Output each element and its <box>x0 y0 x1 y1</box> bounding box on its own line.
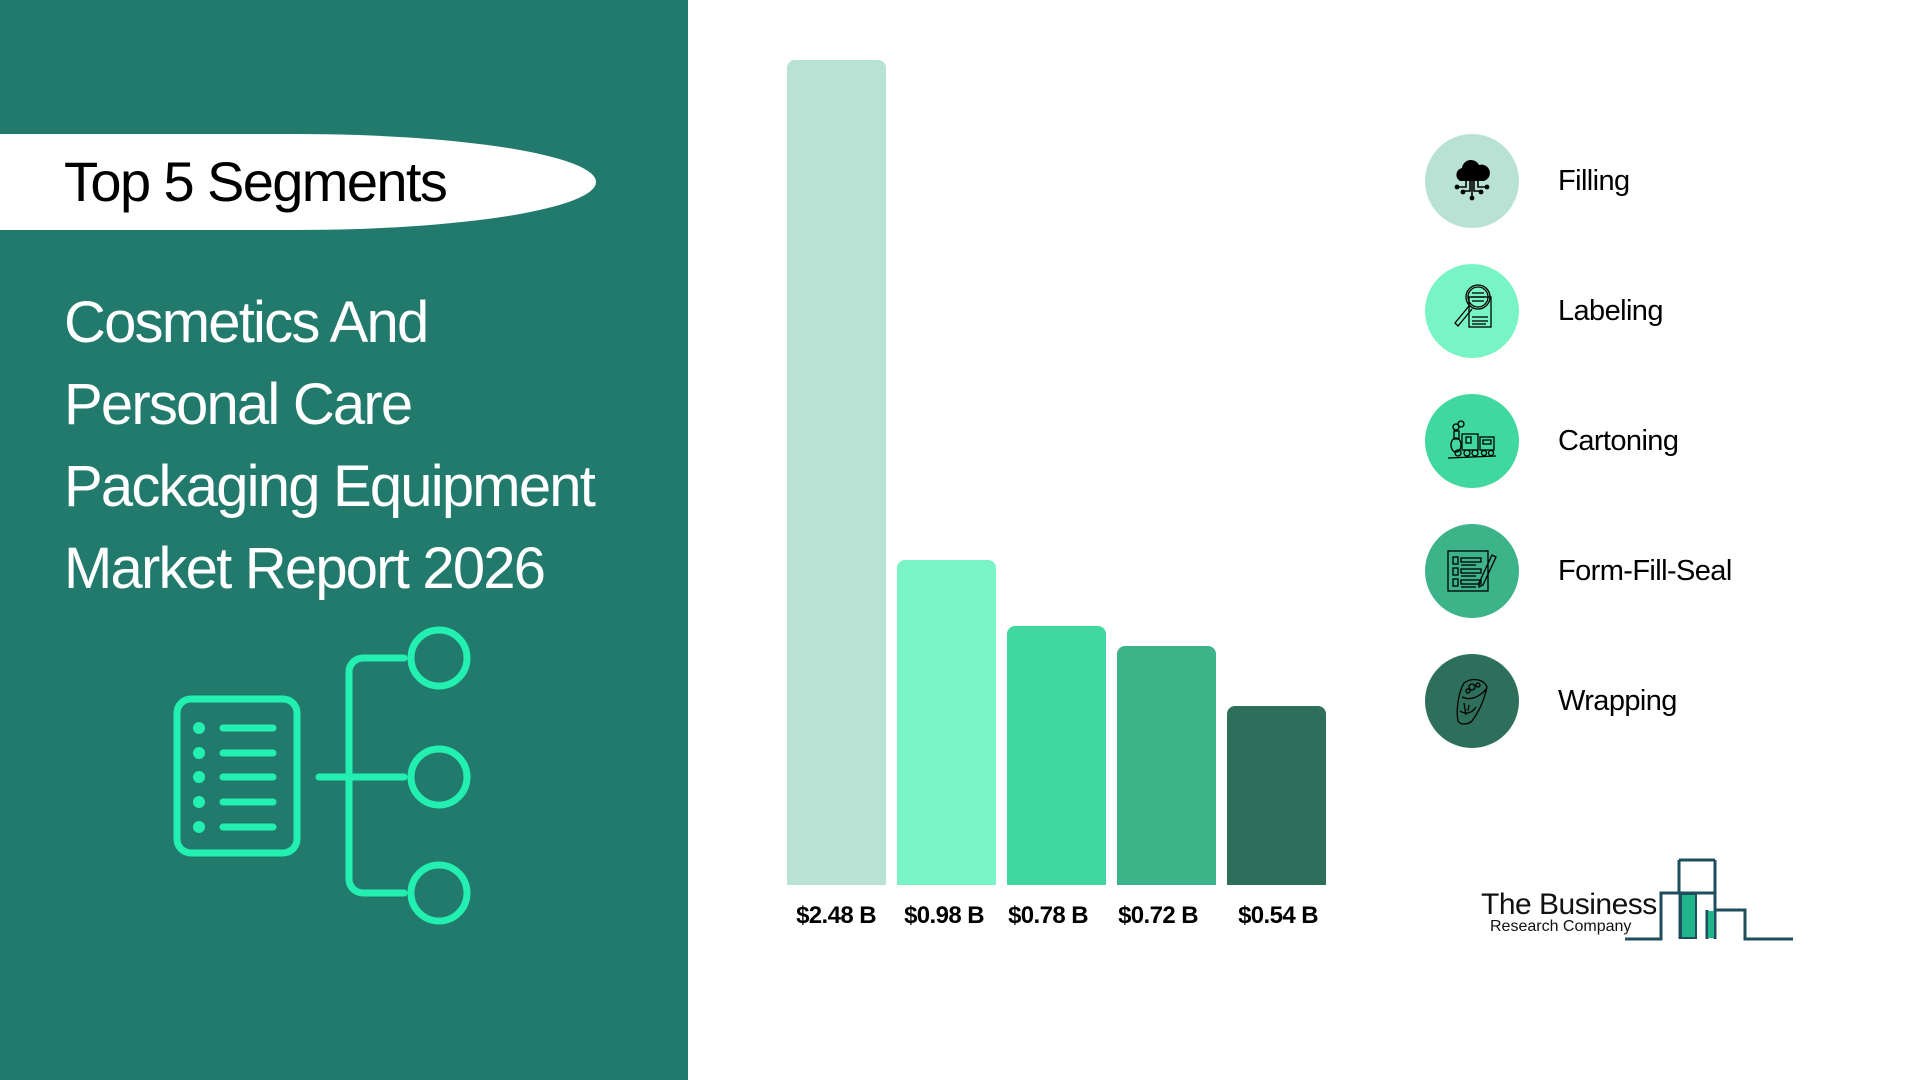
bar-cartoning <box>1007 626 1106 885</box>
legend-item-labeling: Labeling <box>1425 264 1845 358</box>
report-title-line: Market Report 2026 <box>64 536 546 601</box>
cloud-network-icon <box>1454 160 1490 201</box>
bar-value-label: $2.48 B <box>796 902 876 929</box>
bar-value-label: $0.72 B <box>1118 902 1198 929</box>
bar-filling <box>787 60 886 885</box>
legend-item-wrapping: Wrapping <box>1425 654 1845 748</box>
bar-wrapping <box>1227 706 1326 885</box>
bar-form-fill-seal <box>1117 646 1216 885</box>
report-title-line: Cosmetics And <box>64 290 429 355</box>
legend-swatch <box>1425 134 1519 228</box>
train-icon <box>1447 420 1497 459</box>
legend-label: Cartoning <box>1558 425 1679 457</box>
burrito-wrap-icon <box>1456 678 1488 725</box>
document-hierarchy-icon <box>173 626 471 925</box>
magnifier-label-icon <box>1454 284 1492 328</box>
checklist-pencil-icon <box>1447 550 1497 592</box>
bar-value-label: $0.78 B <box>1008 902 1088 929</box>
report-title: Cosmetics And Personal Care Packaging Eq… <box>64 282 664 610</box>
legend-item-cartoning: Cartoning <box>1425 394 1845 488</box>
logo-text-secondary: Research Company <box>1490 918 1632 935</box>
legend-swatch <box>1425 524 1519 618</box>
legend-swatch <box>1425 654 1519 748</box>
legend-item-form-fill-seal: Form-Fill-Seal <box>1425 524 1845 618</box>
logo-text-primary: The Business <box>1481 888 1657 921</box>
legend-item-filling: Filling <box>1425 134 1845 228</box>
legend-label: Form-Fill-Seal <box>1558 555 1732 587</box>
buildings-logo-icon <box>1625 858 1793 941</box>
report-title-line: Personal Care <box>64 372 413 437</box>
company-logo: The Business Research Company <box>1475 843 1795 943</box>
bar-value-label: $0.54 B <box>1238 902 1318 929</box>
bar-value-label: $0.98 B <box>904 902 984 929</box>
legend-label: Filling <box>1558 165 1630 197</box>
legend-label: Labeling <box>1558 295 1663 327</box>
segments-heading: Top 5 Segments <box>64 150 448 213</box>
legend-swatch <box>1425 394 1519 488</box>
segments-pill <box>0 134 596 230</box>
legend-label: Wrapping <box>1558 685 1677 717</box>
bar-labeling <box>897 560 996 885</box>
report-title-line: Packaging Equipment <box>64 454 596 519</box>
legend-swatch <box>1425 264 1519 358</box>
